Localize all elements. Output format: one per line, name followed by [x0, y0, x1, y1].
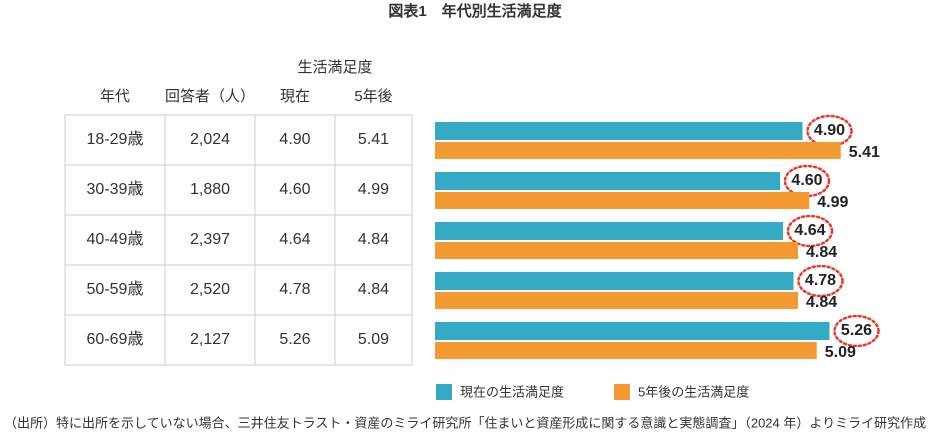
highlight-circle — [786, 214, 834, 248]
table-cell: 2,520 — [190, 281, 230, 298]
bar — [435, 272, 794, 290]
bar — [435, 322, 830, 340]
table-cell: 4.64 — [279, 231, 310, 248]
bar — [435, 122, 803, 140]
highlight-circle — [833, 314, 880, 348]
table-cell: 1,880 — [190, 181, 230, 198]
column-header: 年代 — [100, 88, 130, 105]
column-header: 現在 — [280, 88, 310, 105]
table-cell: 4.90 — [279, 131, 310, 148]
value-label: 5.26 — [841, 322, 872, 339]
table-cell: 4.84 — [358, 281, 389, 298]
table-cell: 2,127 — [190, 331, 230, 348]
table-cell: 4.60 — [279, 181, 310, 198]
bar — [435, 342, 817, 359]
bar — [435, 242, 798, 259]
value-label: 4.60 — [791, 172, 822, 189]
table-cell: 4.78 — [279, 281, 310, 298]
title: 図表1 年代別生活満足度 — [388, 2, 562, 20]
table-cell: 5.41 — [358, 131, 389, 148]
table-cell: 5.26 — [279, 331, 310, 348]
table-cell: 60-69歳 — [87, 330, 144, 348]
legend-swatch — [436, 384, 452, 400]
table-cell: 2,024 — [190, 131, 230, 148]
value-label: 4.64 — [794, 222, 825, 239]
bar — [435, 222, 783, 240]
table-cell: 2,397 — [190, 231, 230, 248]
bar — [435, 172, 780, 190]
table-cell: 4.84 — [358, 231, 389, 248]
highlight-circle — [797, 264, 844, 298]
source-note: （出所）特に出所を示していない場合、三井住友トラスト・資産のミライ研究所「住まい… — [4, 415, 926, 430]
value-label: 5.41 — [849, 144, 880, 161]
column-header: 5年後 — [354, 88, 392, 105]
column-header: 回答者（人） — [165, 88, 255, 105]
table-cell: 18-29歳 — [87, 130, 144, 148]
bar — [435, 192, 810, 209]
table-cell: 4.99 — [358, 181, 389, 198]
value-label: 4.99 — [817, 194, 848, 211]
table-cell: 5.09 — [358, 331, 389, 348]
value-label: 5.09 — [825, 344, 856, 361]
legend-label: 現在の生活満足度 — [460, 384, 564, 399]
table-cell: 40-49歳 — [87, 230, 144, 248]
bar — [435, 142, 841, 159]
legend-swatch — [614, 384, 630, 400]
table-cell: 30-39歳 — [87, 180, 144, 198]
value-label: 4.90 — [814, 122, 845, 139]
table-border — [64, 114, 413, 366]
value-label: 4.84 — [806, 244, 837, 261]
bar — [435, 292, 798, 309]
value-label: 4.84 — [806, 294, 837, 311]
legend-label: 5年後の生活満足度 — [638, 384, 749, 399]
group-header: 生活満足度 — [297, 59, 372, 76]
value-label: 4.78 — [805, 272, 836, 289]
table-cell: 50-59歳 — [87, 280, 144, 298]
